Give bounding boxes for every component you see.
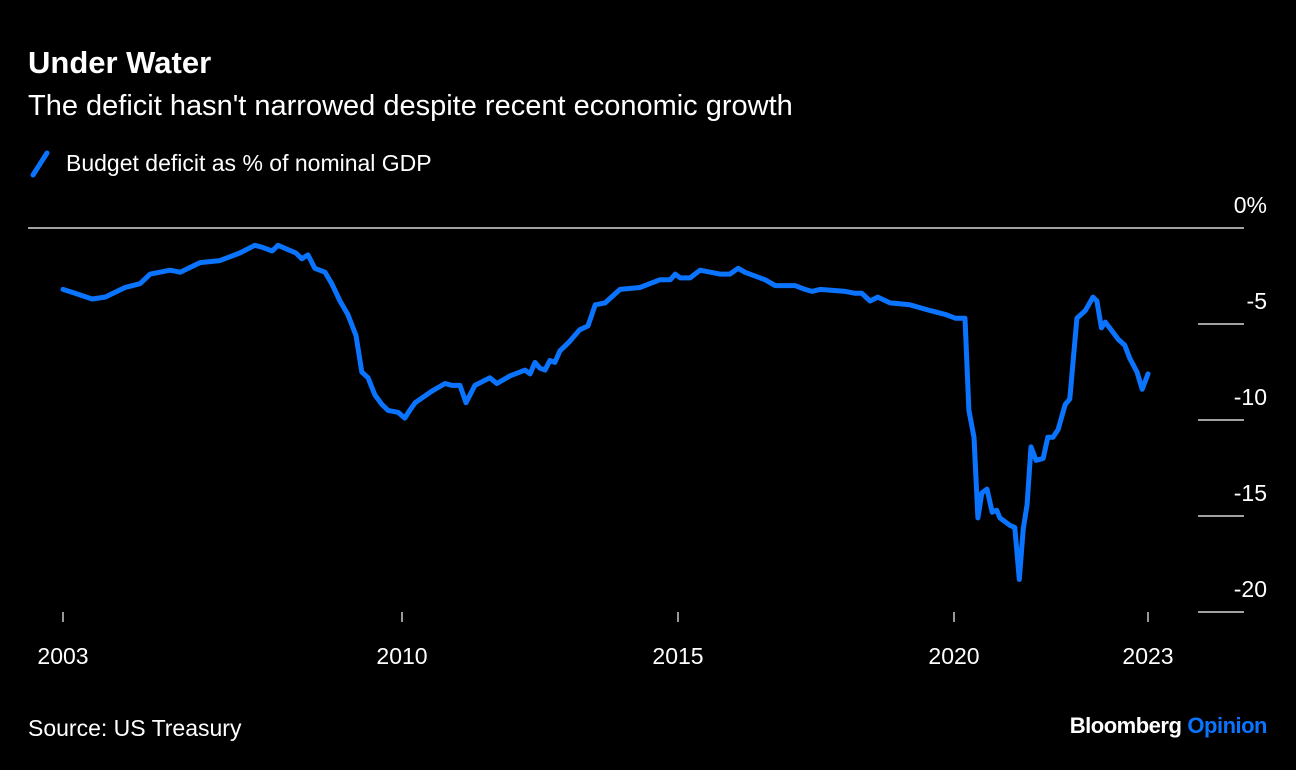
y-tick-label: 0%	[1234, 192, 1267, 218]
legend-swatch-icon	[30, 150, 50, 178]
y-tick-label: -10	[1234, 384, 1267, 410]
x-tick-label: 2015	[652, 643, 703, 669]
legend-label: Budget deficit as % of nominal GDP	[66, 150, 432, 176]
source-note: Source: US Treasury	[28, 715, 242, 741]
x-tick-label: 2003	[37, 643, 88, 669]
y-axis: 0% -5 -10 -15 -20	[28, 192, 1267, 613]
x-tick-label: 2020	[928, 643, 979, 669]
chart-title: Under Water	[28, 45, 211, 80]
x-tick-label: 2023	[1122, 643, 1173, 669]
y-tick-label: -5	[1247, 288, 1267, 314]
y-tick-label: -20	[1234, 576, 1267, 602]
x-axis: 2003 2010 2015 2020 2023	[37, 612, 1174, 669]
y-tick-label: -15	[1234, 480, 1267, 506]
series-line-budget-deficit	[60, 242, 1151, 582]
bloomberg-opinion-logo: Bloomberg Opinion	[1070, 713, 1267, 738]
chart-subtitle: The deficit hasn't narrowed despite rece…	[28, 90, 793, 122]
logo-brand: Bloomberg	[1070, 713, 1182, 738]
x-tick-label: 2010	[376, 643, 427, 669]
logo-section: Opinion	[1187, 713, 1267, 738]
